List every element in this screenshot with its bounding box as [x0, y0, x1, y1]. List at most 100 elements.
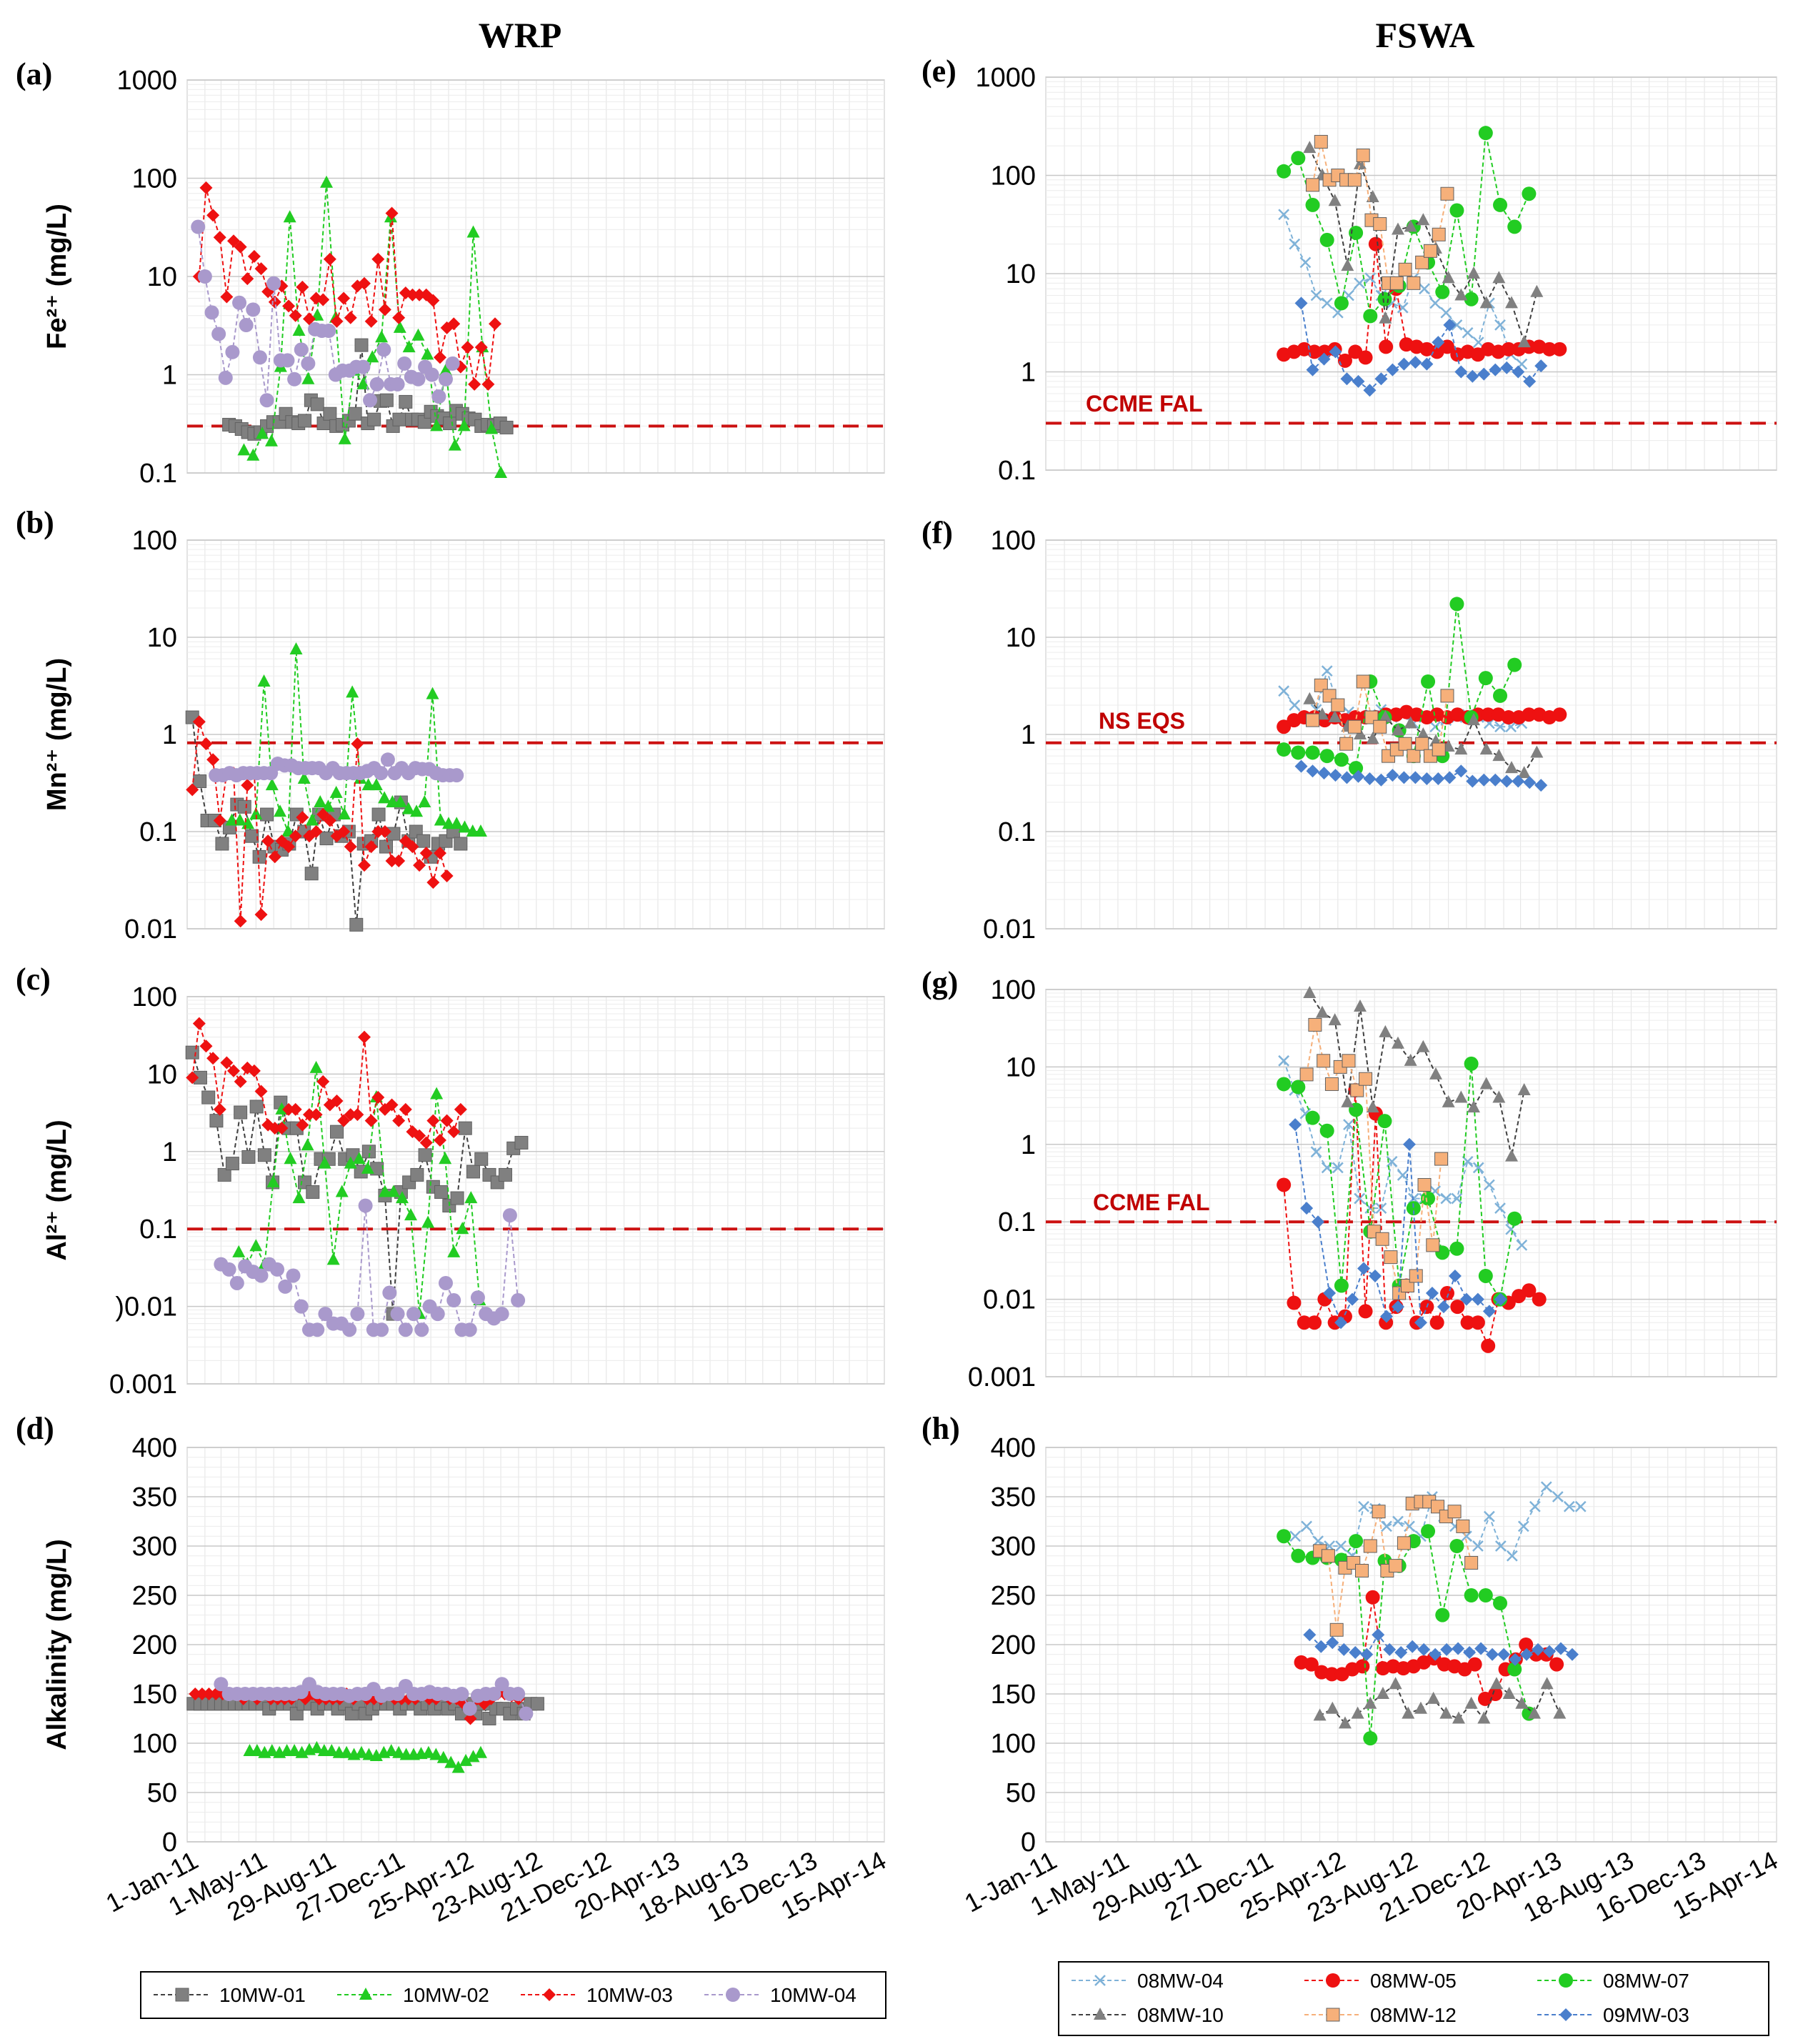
- y-axis-label: Al²⁺ (mg/L): [42, 1120, 72, 1260]
- data-point: [1434, 1152, 1449, 1166]
- data-point: [1494, 1540, 1507, 1552]
- data-point: [429, 1748, 443, 1760]
- data-point: [393, 320, 406, 333]
- series-08MW-10: [1303, 141, 1544, 348]
- data-point: [1323, 1287, 1337, 1300]
- series-08MW-07: [1277, 126, 1537, 324]
- data-point: [302, 1108, 316, 1122]
- series-line: [1283, 1063, 1516, 1302]
- data-point: [411, 372, 426, 387]
- data-point: [1372, 1505, 1386, 1519]
- data-point: [1303, 985, 1317, 998]
- data-point: [1340, 372, 1354, 386]
- data-point: [1404, 219, 1417, 232]
- data-point: [320, 175, 334, 188]
- data-point: [221, 1262, 236, 1277]
- data-point: [1414, 1316, 1427, 1330]
- data-point: [1437, 1300, 1450, 1314]
- data-point: [364, 314, 378, 328]
- data-point: [439, 363, 452, 376]
- y-tick-label: 0.1: [139, 459, 177, 489]
- data-point: [1363, 309, 1378, 324]
- data-point: [1542, 1645, 1556, 1658]
- y-tick-label: 1000: [116, 66, 177, 96]
- reference-label: CCME FAL: [1093, 1190, 1210, 1215]
- panel-a: 0.1 1 10 100 1000 Fe²⁺ (mg/L) (a): [16, 56, 885, 489]
- data-point: [204, 305, 219, 320]
- data-point: [1379, 311, 1392, 324]
- data-point: [1391, 1300, 1404, 1314]
- data-point: [296, 811, 309, 824]
- data-point: [1307, 1315, 1322, 1330]
- data-point: [1409, 356, 1422, 369]
- data-point: [1449, 203, 1464, 218]
- data-point: [379, 393, 394, 407]
- data-point: [289, 829, 302, 843]
- data-point: [1381, 1520, 1392, 1532]
- data-point: [344, 840, 357, 854]
- data-point: [229, 1275, 244, 1290]
- series-09MW-03: [1289, 1118, 1507, 1330]
- data-point: [406, 1307, 421, 1322]
- data-point: [462, 1322, 477, 1337]
- data-point: [1363, 1731, 1378, 1746]
- data-point: [354, 338, 369, 352]
- data-point: [1534, 359, 1548, 373]
- data-point: [1435, 284, 1450, 299]
- data-point: [1364, 1696, 1377, 1709]
- data-point: [1449, 597, 1464, 612]
- data-point: [1287, 1295, 1302, 1310]
- panel-label: (b): [16, 505, 54, 540]
- data-point: [206, 209, 220, 222]
- data-point: [446, 1293, 461, 1308]
- series-10MW-01: [222, 338, 514, 441]
- data-point: [250, 1744, 264, 1757]
- y-tick-label: 150: [132, 1680, 177, 1710]
- data-point: [1305, 745, 1320, 760]
- series-10MW-03: [186, 715, 454, 928]
- data-point: [306, 1185, 320, 1199]
- data-point: [1343, 1119, 1354, 1131]
- data-point: [378, 825, 391, 838]
- data-point: [323, 252, 336, 266]
- data-point: [1397, 1536, 1411, 1550]
- data-point: [1384, 1250, 1398, 1265]
- data-point: [398, 1322, 413, 1337]
- data-point: [378, 1185, 391, 1197]
- data-point: [1417, 213, 1430, 226]
- data-point: [1472, 1162, 1484, 1174]
- data-point: [1481, 1338, 1496, 1353]
- data-point: [445, 356, 460, 371]
- data-point: [282, 299, 296, 313]
- data-point: [1494, 1202, 1506, 1214]
- data-point: [454, 1102, 467, 1116]
- data-point: [274, 804, 287, 817]
- data-point: [1329, 1622, 1344, 1637]
- data-point: [1289, 1118, 1302, 1132]
- data-point: [364, 1114, 378, 1127]
- legend-marker: [1094, 2008, 1107, 2020]
- data-point: [323, 407, 337, 421]
- data-point: [1500, 361, 1514, 374]
- data-point: [1380, 1310, 1394, 1323]
- data-point: [1299, 1067, 1314, 1082]
- data-point: [1321, 665, 1333, 677]
- data-point: [292, 1191, 306, 1204]
- data-point: [1527, 1706, 1541, 1719]
- data-point: [502, 1208, 517, 1223]
- data-point: [218, 370, 233, 385]
- data-point: [1442, 271, 1455, 284]
- legend-marker: [1559, 1973, 1573, 1988]
- data-point: [1300, 1202, 1314, 1215]
- data-point: [268, 1122, 281, 1135]
- data-point: [191, 219, 206, 234]
- legend-marker: [175, 1988, 189, 2002]
- data-point: [1363, 384, 1377, 397]
- data-point: [1474, 1642, 1488, 1655]
- data-point: [371, 825, 385, 838]
- data-point: [395, 1191, 409, 1204]
- data-point: [454, 837, 468, 851]
- data-point: [392, 854, 406, 867]
- data-point: [1332, 1162, 1344, 1174]
- data-point: [1402, 1137, 1416, 1151]
